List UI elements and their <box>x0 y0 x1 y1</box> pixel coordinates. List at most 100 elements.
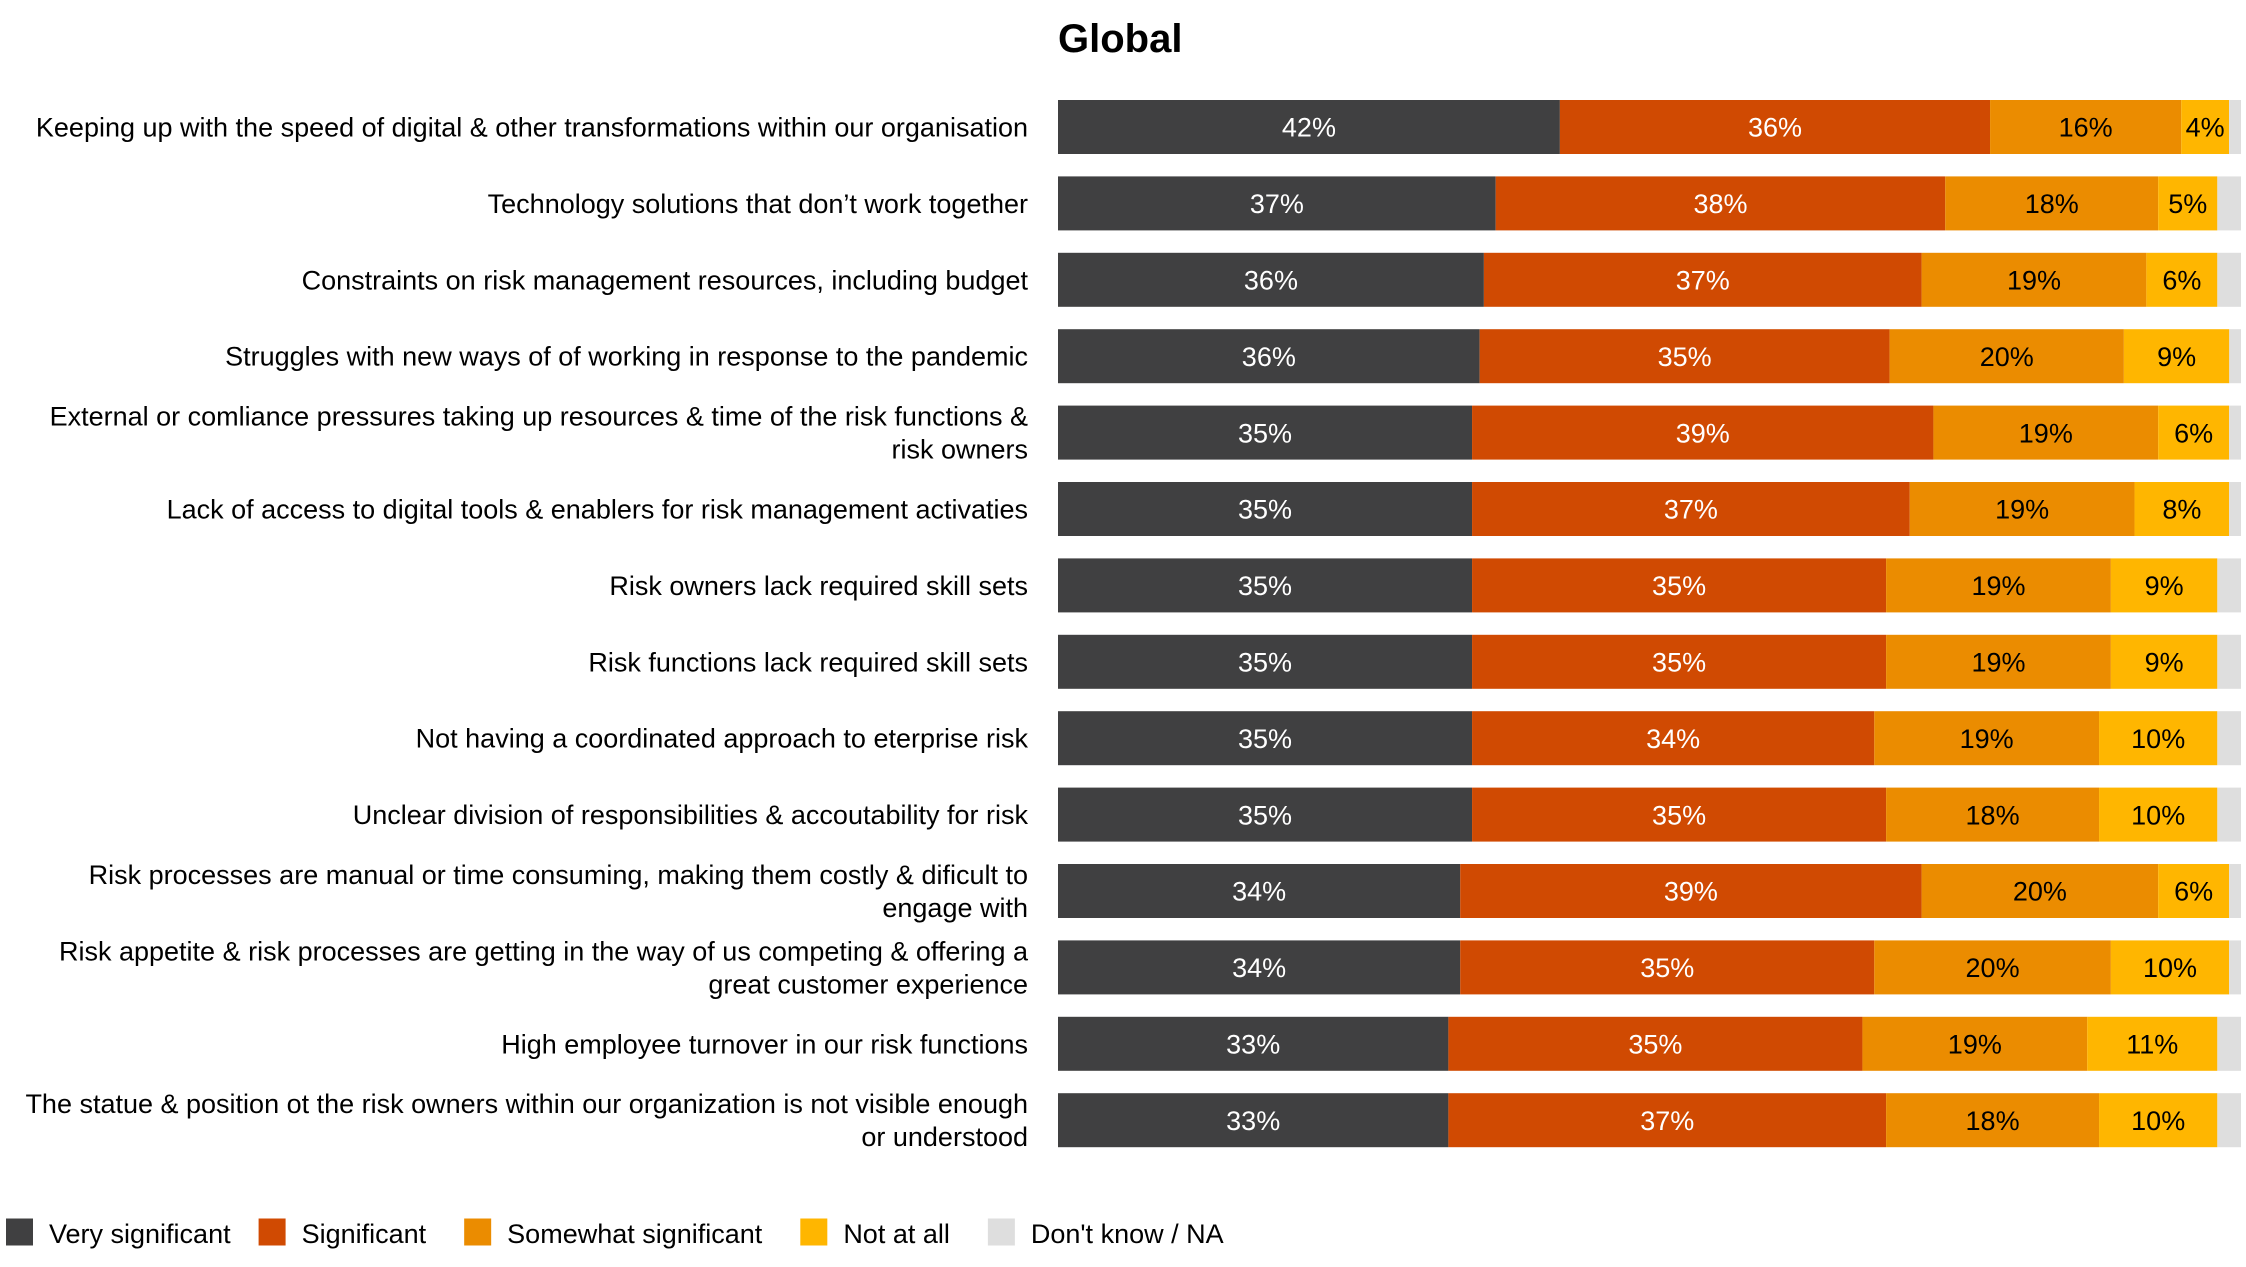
bar-segment <box>2181 100 2230 154</box>
bar-segment <box>1559 100 1991 154</box>
data-label: 19% <box>1995 495 2049 525</box>
data-label: 20% <box>1966 953 2020 983</box>
bar-segment <box>1472 711 1875 766</box>
data-label: 18% <box>1966 1106 2020 1136</box>
bar-segment <box>1058 711 1473 766</box>
bar-segment <box>1495 176 1946 231</box>
category-label-line: Risk owners lack required skill sets <box>609 571 1028 601</box>
bar-segment <box>1058 405 1473 460</box>
bar-segment <box>2134 482 2230 536</box>
data-label: 39% <box>1664 877 1718 907</box>
data-label: 35% <box>1658 342 1712 372</box>
data-label: 10% <box>2131 724 2185 754</box>
data-label: 9% <box>2157 342 2196 372</box>
bar-segment <box>2217 1093 2241 1148</box>
data-label: 20% <box>2013 877 2067 907</box>
bar-segment <box>2158 864 2230 918</box>
category-label-line: risk owners <box>891 435 1028 465</box>
bar-segment <box>1909 482 2135 536</box>
data-label: 9% <box>2145 571 2184 601</box>
category-label-line: Risk functions lack required skill sets <box>588 647 1028 677</box>
bar-segment <box>2217 787 2241 842</box>
category-label-line: or understood <box>861 1122 1028 1152</box>
bar-segment <box>1058 176 1496 231</box>
data-label: 11% <box>2126 1030 2178 1060</box>
bar-segment <box>1472 405 1934 460</box>
bar-segment <box>2146 252 2218 307</box>
legend-swatch <box>6 1218 33 1246</box>
data-label: 37% <box>1640 1106 1694 1136</box>
data-label: 18% <box>1966 800 2020 830</box>
category-label-line: The statue & position ot the risk owners… <box>25 1089 1028 1119</box>
data-label: 33% <box>1226 1106 1280 1136</box>
data-label: 37% <box>1250 189 1304 219</box>
bar-segment <box>2123 329 2230 384</box>
bar-segment <box>2229 405 2241 460</box>
bar-segment <box>1889 329 2124 384</box>
bar-segment <box>1448 1016 1863 1071</box>
bar-segment <box>1058 558 1473 613</box>
bar-segment <box>1058 1016 1449 1071</box>
category-label-line: High employee turnover in our risk funct… <box>501 1029 1028 1059</box>
bar-segment <box>2110 634 2218 689</box>
data-label: 19% <box>1948 1030 2002 1060</box>
bar-segment <box>1058 1093 1449 1148</box>
legend-swatch <box>464 1218 492 1246</box>
legend-swatch <box>258 1218 286 1246</box>
category-labels: Keeping up with the speed of digital & o… <box>25 112 1029 1152</box>
category-label: Constraints on risk management resources… <box>302 265 1029 295</box>
data-label: 36% <box>1748 113 1802 143</box>
bar-segment <box>2217 1016 2241 1071</box>
bar-segment <box>1886 1093 2100 1148</box>
bar-segment <box>2110 940 2230 995</box>
category-label: Risk appetite & risk processes are getti… <box>59 936 1029 999</box>
category-label-line: great customer experience <box>708 969 1028 999</box>
data-label: 35% <box>1640 953 1694 983</box>
legend-label: Don't know / NA <box>1031 1219 1224 1249</box>
data-label: 35% <box>1652 648 1706 678</box>
data-label: 10% <box>2143 953 2197 983</box>
bar-segment <box>1862 1016 2088 1071</box>
legend: Very significant Significant Somewhat sign… <box>6 1218 1224 1249</box>
category-label-line: Lack of access to digital tools & enable… <box>167 494 1028 524</box>
data-label: 36% <box>1242 342 1296 372</box>
bar-segment <box>1058 787 1473 842</box>
data-label: 8% <box>2162 495 2201 525</box>
bar-segment <box>1058 100 1560 154</box>
data-label: 35% <box>1238 724 1292 754</box>
data-label: 19% <box>1960 724 2014 754</box>
bar-segment <box>1990 100 2182 154</box>
data-label: 20% <box>1980 342 2034 372</box>
bar-segment <box>2229 940 2241 995</box>
bar-segment <box>1874 711 2100 766</box>
bar-segment <box>1886 787 2100 842</box>
bar-segment <box>1058 482 1473 536</box>
data-label: 36% <box>1244 266 1298 296</box>
data-label: 35% <box>1238 418 1292 448</box>
bar-segment <box>1058 252 1484 307</box>
data-label: 19% <box>2007 266 2061 296</box>
bar-segment <box>1472 558 1887 613</box>
category-label-line: Technology solutions that don’t work tog… <box>488 189 1028 219</box>
category-label: Risk functions lack required skill sets <box>588 647 1028 677</box>
data-label: 35% <box>1238 495 1292 525</box>
category-label: Lack of access to digital tools & enable… <box>167 494 1028 524</box>
data-label: 34% <box>1232 877 1286 907</box>
legend-swatch <box>987 1218 1015 1246</box>
bar-segment <box>1874 940 2111 995</box>
data-label: 18% <box>2025 189 2079 219</box>
category-label: High employee turnover in our risk funct… <box>501 1029 1028 1059</box>
bar-segment <box>2099 1093 2218 1148</box>
bar-segment <box>1460 940 1875 995</box>
bar-segment <box>1886 558 2111 613</box>
category-label-line: engage with <box>882 893 1028 923</box>
bar-segment <box>2099 711 2218 766</box>
bar-segment <box>2217 252 2241 307</box>
data-label: 35% <box>1238 800 1292 830</box>
bar-segment <box>2229 864 2241 918</box>
bar-segment <box>1460 864 1922 918</box>
category-label: Risk processes are manual or time consum… <box>89 860 1028 923</box>
data-label: 42% <box>1282 113 1336 143</box>
category-label: Not having a coordinated approach to ete… <box>416 724 1029 754</box>
